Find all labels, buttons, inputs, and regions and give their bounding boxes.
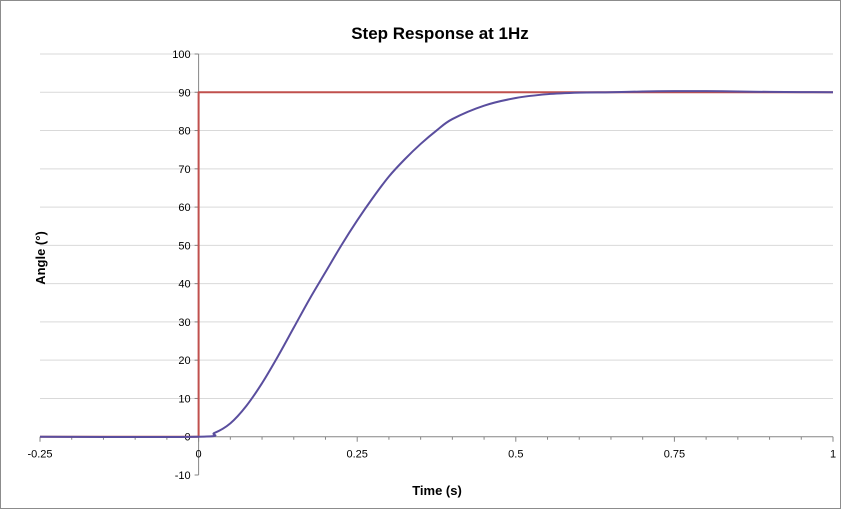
x-tick-label: 0.75: [664, 449, 685, 461]
y-axis-ticks: -10 0 10 20 30 40 50 60 70 80 90 100: [172, 49, 199, 482]
y-tick-label: 100: [172, 49, 190, 61]
y-tick-label: 20: [178, 355, 190, 367]
gridlines: [40, 53, 833, 399]
y-tick-label: 60: [178, 202, 190, 214]
x-tick-label: -0.25: [27, 449, 52, 461]
axes: [40, 54, 833, 475]
y-tick-label: 50: [178, 240, 190, 252]
y-tick-label: 10: [178, 393, 190, 405]
y-tick-label: 80: [178, 126, 190, 138]
x-tick-label: 0: [196, 449, 202, 461]
series-response-line: [39, 90, 834, 439]
x-tick-label: 1: [830, 449, 836, 461]
y-tick-label: 90: [178, 87, 190, 99]
x-tick-label: 0.25: [346, 449, 367, 461]
x-axis-title: Time (s): [412, 483, 462, 498]
y-axis-title: Angle (°): [33, 231, 48, 285]
y-tick-label: -10: [175, 470, 191, 482]
y-tick-label: 70: [178, 164, 190, 176]
chart-title: Step Response at 1Hz: [351, 24, 529, 43]
x-tick-label: 0.5: [508, 449, 523, 461]
y-tick-label: 30: [178, 317, 190, 329]
y-tick-label: 40: [178, 279, 190, 291]
x-axis-ticks: -0.25 0 0.25 0.5 0.75 1: [27, 436, 836, 461]
series-layer: [39, 90, 834, 439]
series-step-input-line: [40, 91, 833, 438]
